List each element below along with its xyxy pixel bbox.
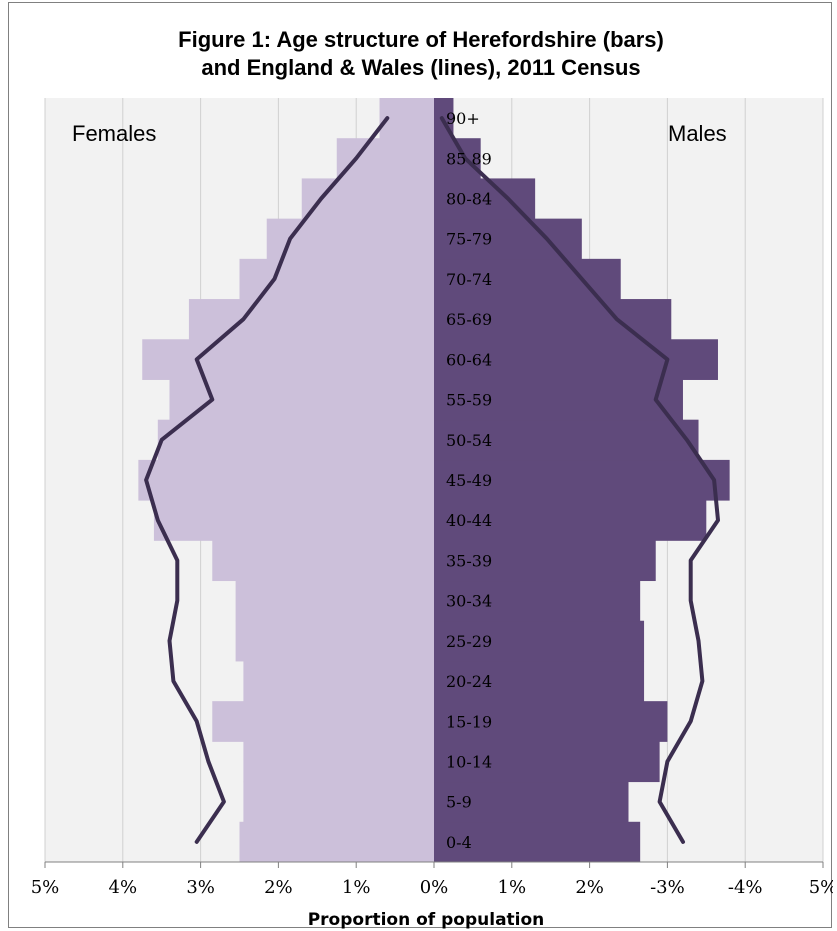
female-bar-50-54 bbox=[157, 419, 434, 461]
age-label: 0-4 bbox=[446, 833, 472, 852]
male-bar-50-54 bbox=[434, 419, 699, 461]
age-label: 85 89 bbox=[446, 149, 492, 168]
age-label: 10-14 bbox=[446, 752, 492, 771]
female-bar-10-14 bbox=[243, 741, 434, 783]
male-bar-20-24 bbox=[434, 660, 645, 702]
x-tick-label: 3% bbox=[186, 877, 215, 898]
age-label: 60-64 bbox=[446, 350, 492, 369]
x-tick-label: 2% bbox=[264, 877, 293, 898]
female-bar-15-19 bbox=[212, 701, 434, 742]
male-bar-55-59 bbox=[434, 379, 683, 421]
male-england-wales-line bbox=[439, 116, 720, 844]
age-label: 55-59 bbox=[446, 391, 492, 410]
age-label: 65-69 bbox=[446, 310, 492, 329]
female-bar-75-79 bbox=[266, 218, 434, 260]
female-bar-0-4 bbox=[239, 821, 434, 863]
male-bar-5-9 bbox=[434, 781, 629, 823]
x-tick-label: 1% bbox=[342, 877, 371, 898]
x-tick-label: -3% bbox=[650, 877, 685, 898]
male-bar-35-39 bbox=[434, 540, 656, 582]
x-tick-label: 5% bbox=[31, 877, 60, 898]
female-bar-70-74 bbox=[239, 258, 434, 300]
age-label: 20-24 bbox=[446, 672, 492, 691]
age-label: 80-84 bbox=[446, 190, 492, 209]
male-bar-10-14 bbox=[434, 741, 660, 783]
male-bar-40-44 bbox=[434, 500, 707, 541]
female-bar-80-84 bbox=[301, 178, 434, 220]
male-bar-15-19 bbox=[434, 701, 668, 742]
age-label: 40-44 bbox=[446, 511, 492, 530]
x-tick-label: 1% bbox=[498, 877, 527, 898]
x-tick-labels: 5% 4% 3% 2% 1% 0% 1% 2% -3% -4% 5% bbox=[31, 877, 833, 898]
age-label: 5-9 bbox=[446, 793, 472, 812]
female-bar-60-64 bbox=[142, 339, 434, 380]
male-bar-25-29 bbox=[434, 620, 645, 662]
age-label: 50-54 bbox=[446, 431, 492, 450]
females-label: Females bbox=[72, 121, 156, 146]
age-label: 70-74 bbox=[446, 270, 492, 289]
age-label: 15-19 bbox=[446, 712, 492, 731]
population-pyramid-chart: 0-4 5-9 10-14 15-19 20-24 25-29 30-34 35-39 40-4… bbox=[31, 27, 833, 929]
female-bar-20-24 bbox=[243, 660, 434, 702]
male-bar-60-64 bbox=[434, 339, 718, 380]
male-bar-30-34 bbox=[434, 580, 641, 622]
age-label: 90+ bbox=[446, 109, 480, 128]
x-tick-label: -4% bbox=[728, 877, 763, 898]
female-bar-35-39 bbox=[212, 540, 434, 582]
male-bar-0-4 bbox=[434, 821, 641, 863]
x-axis-title: Proportion of population bbox=[308, 910, 545, 929]
x-tick-label: 4% bbox=[109, 877, 138, 898]
female-bar-85-89 bbox=[336, 138, 434, 179]
age-label: 75-79 bbox=[446, 230, 492, 249]
male-bar-70-74 bbox=[434, 258, 621, 300]
x-tick-label: 5% bbox=[809, 877, 833, 898]
bars bbox=[138, 98, 730, 863]
male-bar-80-84 bbox=[434, 178, 536, 220]
female-bar-30-34 bbox=[235, 580, 434, 622]
age-label: 30-34 bbox=[446, 592, 492, 611]
chart-title-line-2: and England & Wales (lines), 2011 Census bbox=[201, 55, 640, 80]
age-label: 25-29 bbox=[446, 632, 492, 651]
chart-frame: 0-4 5-9 10-14 15-19 20-24 25-29 30-34 35-39 40-4… bbox=[8, 2, 833, 929]
x-tick-label: 0% bbox=[420, 877, 449, 898]
lines bbox=[144, 116, 720, 844]
female-bar-45-49 bbox=[138, 459, 435, 501]
female-england-wales-line bbox=[144, 116, 390, 844]
age-group-labels: 0-4 5-9 10-14 15-19 20-24 25-29 30-34 35-39 40-4… bbox=[446, 109, 492, 852]
female-bar-25-29 bbox=[235, 620, 434, 662]
males-label: Males bbox=[668, 121, 727, 146]
age-label: 45-49 bbox=[446, 471, 492, 490]
female-bar-5-9 bbox=[243, 781, 434, 823]
male-bar-45-49 bbox=[434, 459, 730, 501]
age-label: 35-39 bbox=[446, 551, 492, 570]
female-bar-40-44 bbox=[153, 500, 435, 541]
chart-title-line-1: Figure 1: Age structure of Herefordshire… bbox=[178, 27, 664, 52]
x-tick-label: 2% bbox=[575, 877, 604, 898]
